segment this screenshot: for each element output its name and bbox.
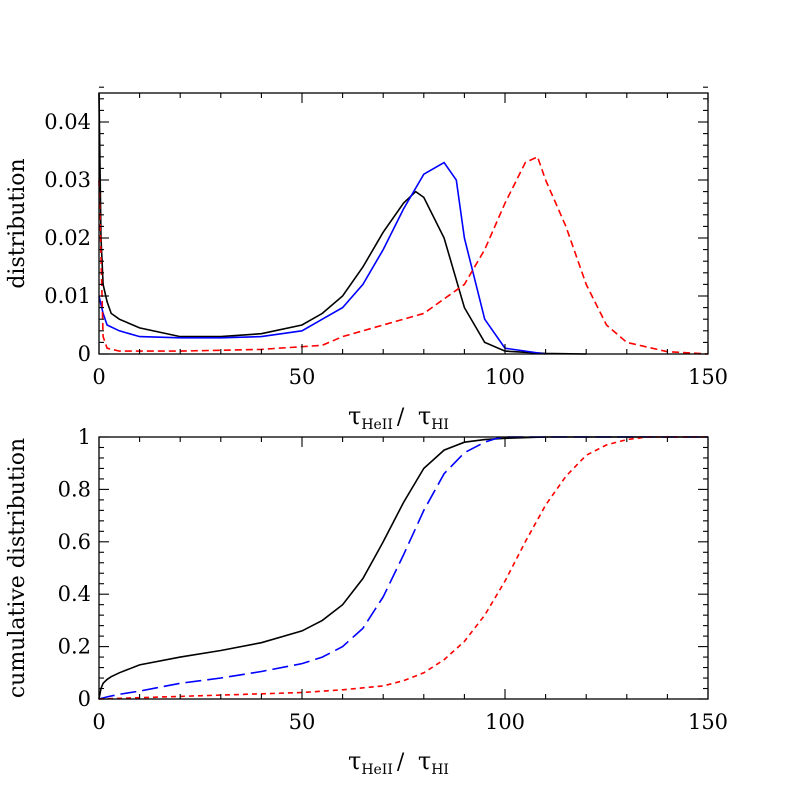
bottom-ytick-label: 0.6: [58, 530, 91, 554]
bottom-ytick-label: 0.8: [58, 477, 91, 501]
bottom-xtick-label: 100: [485, 710, 525, 734]
bottom-ytick-label: 1: [78, 425, 91, 449]
bottom-series-1: [98, 436, 708, 700]
bottom-ytick-label: 0: [78, 687, 91, 711]
top-series-2: [98, 155, 709, 355]
top-series-1: [98, 161, 546, 355]
top-ytick-label: 0.04: [44, 110, 91, 134]
top-ytick-label: 0.03: [44, 168, 91, 192]
top-ytick-label: 0.02: [44, 226, 91, 250]
top-xtick-label: 50: [289, 365, 316, 389]
bottom-xlabel: τHeII / τHI: [348, 747, 449, 778]
bottom-xtick-label: 150: [688, 710, 728, 734]
top-xlabel: τHeII / τHI: [348, 402, 449, 433]
bottom-series-0: [98, 436, 708, 700]
bottom-ytick-label: 0.4: [58, 582, 91, 606]
top-ytick-label: 0.01: [44, 284, 91, 308]
top-xtick-label: 0: [92, 365, 105, 389]
top-ytick-label: 0: [78, 342, 91, 366]
bottom-series-2: [98, 436, 708, 700]
top-xtick-label: 100: [485, 365, 525, 389]
top-series-0: [98, 92, 587, 355]
top-panel: 0 50 100 150 0 0.01 0.02 0.03 0.04 distribution τH…: [5, 86, 728, 433]
bottom-ytick-label: 0.2: [58, 635, 91, 659]
bottom-ylabel: cumulative distribution: [5, 438, 30, 698]
bottom-panel: 0 50 100 150 0 0.2 0.4 0.6 0.8 1 cumulative distri…: [5, 425, 728, 778]
top-plot-frame: [98, 92, 709, 355]
bottom-xtick-label: 50: [289, 710, 316, 734]
bottom-xtick-label: 0: [92, 710, 105, 734]
top-xtick-label: 150: [688, 365, 728, 389]
top-ylabel: distribution: [5, 158, 30, 288]
bottom-plot-frame: [98, 436, 709, 700]
